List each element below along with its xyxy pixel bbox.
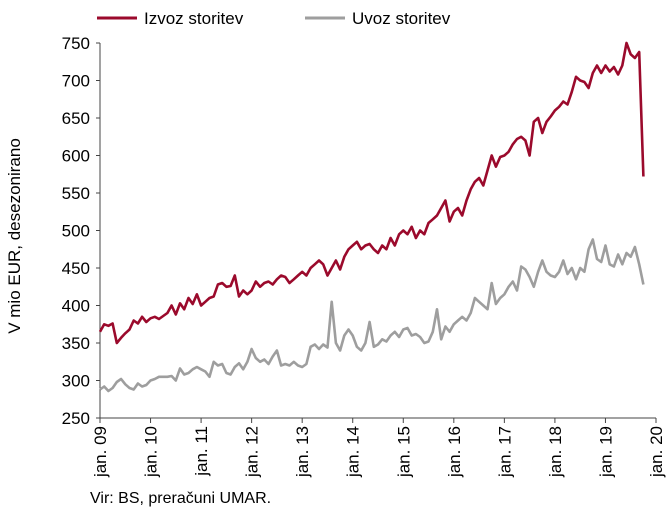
- x-tick-label: jan. 12: [243, 426, 262, 478]
- y-axis-title: V mio EUR, desezonirano: [5, 138, 24, 334]
- x-tick-label: jan. 11: [192, 426, 211, 477]
- y-tick-label: 300: [62, 372, 90, 391]
- y-tick-label: 700: [62, 72, 90, 91]
- y-tick-label: 400: [62, 297, 90, 316]
- y-tick-label: 750: [62, 34, 90, 53]
- x-tick-label: jan. 13: [293, 426, 312, 478]
- x-tick-label: jan. 20: [647, 426, 666, 478]
- x-tick-label: jan. 19: [596, 426, 615, 478]
- x-tick-label: jan. 10: [142, 426, 161, 478]
- x-tick-label: jan. 16: [445, 426, 464, 478]
- y-tick-label: 450: [62, 259, 90, 278]
- x-axis-ticks: jan. 09 jan. 10 jan. 11 jan. 12 jan. 13 jan. …: [91, 418, 666, 478]
- y-axis-ticks: 250 300 350 400 450 500 550 600 650 700 750: [62, 34, 100, 428]
- source-note: Vir: BS, preračuni UMAR.: [90, 490, 272, 507]
- series-line-izvoz: [98, 41, 645, 345]
- x-tick-label: jan. 17: [495, 426, 514, 478]
- x-tick-label: jan. 09: [91, 426, 110, 478]
- x-tick-label: jan. 14: [344, 426, 363, 478]
- y-tick-label: 350: [62, 334, 90, 353]
- y-tick-label: 600: [62, 147, 90, 166]
- legend-label-izvoz: Izvoz storitev: [144, 9, 244, 28]
- x-tick-label: jan. 15: [394, 426, 413, 478]
- x-tick-label: jan. 18: [546, 426, 565, 478]
- series-layer: [98, 41, 645, 393]
- y-tick-label: 650: [62, 109, 90, 128]
- legend: Izvoz storitev Uvoz storitev: [97, 9, 451, 28]
- y-tick-label: 550: [62, 184, 90, 203]
- y-tick-label: 250: [62, 409, 90, 428]
- legend-label-uvoz: Uvoz storitev: [352, 9, 451, 28]
- y-tick-label: 500: [62, 222, 90, 241]
- series-line-uvoz: [99, 238, 645, 393]
